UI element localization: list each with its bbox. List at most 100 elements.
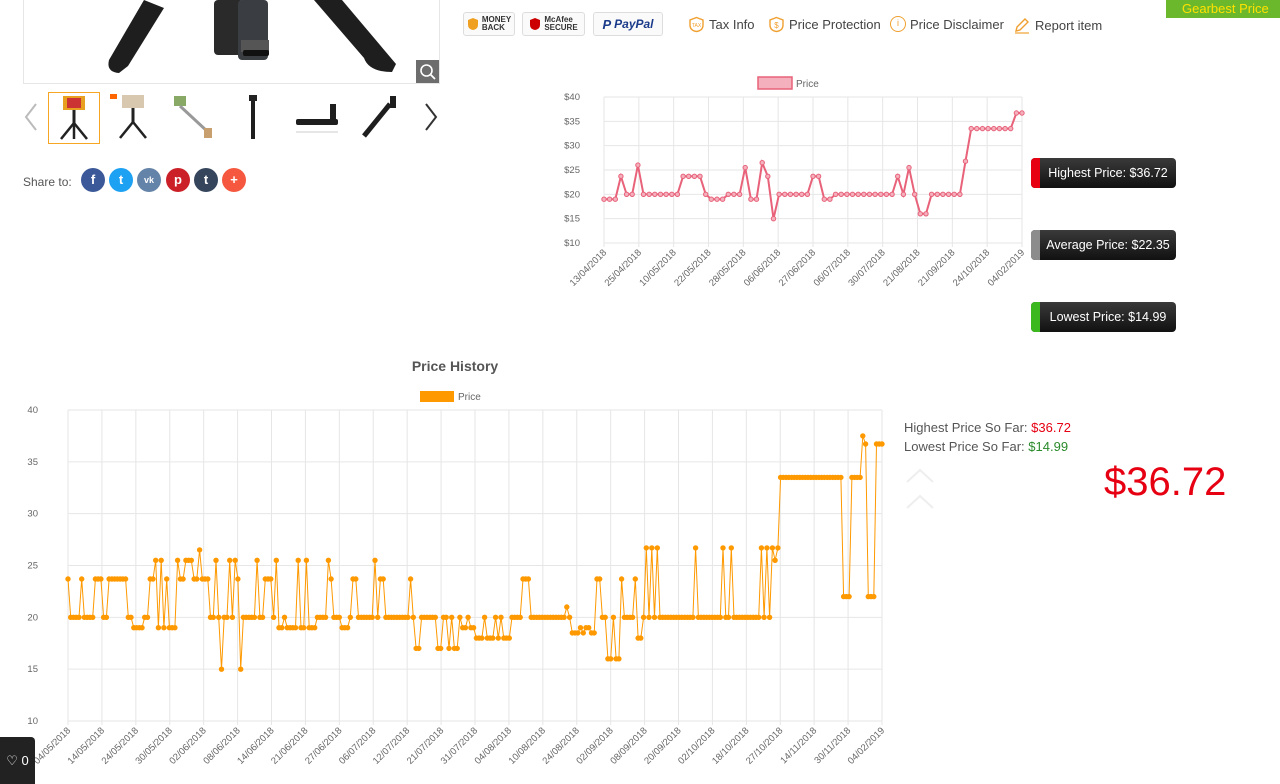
data-point	[432, 614, 438, 620]
data-point	[736, 191, 743, 198]
data-point	[470, 625, 477, 631]
data-point	[279, 625, 285, 631]
data-point	[787, 191, 794, 198]
data-point	[216, 614, 222, 620]
data-point	[416, 645, 422, 652]
data-point	[139, 625, 145, 631]
lowest-price-pill: Lowest Price: $14.99	[1031, 302, 1176, 332]
average-stripe	[1031, 230, 1040, 260]
data-point	[610, 614, 617, 620]
data-point	[703, 191, 709, 198]
data-point	[312, 625, 318, 631]
tumblr-share-button[interactable]: t	[194, 168, 218, 192]
heart-icon: ♡	[6, 753, 18, 768]
y-tick-label: $10	[564, 238, 580, 249]
data-point	[861, 191, 867, 198]
thumbnail-1[interactable]	[48, 92, 100, 144]
x-axis-ticks: 13/04/201825/04/201810/05/201822/05/2018…	[568, 247, 1027, 288]
data-point	[238, 666, 244, 672]
data-point	[629, 191, 635, 198]
data-point	[606, 196, 613, 202]
data-point	[580, 630, 586, 636]
data-point	[878, 191, 884, 198]
data-point	[860, 433, 866, 439]
zoom-button[interactable]	[416, 60, 439, 83]
data-point	[336, 614, 342, 620]
data-point	[775, 545, 781, 551]
data-point	[251, 614, 258, 620]
mcafee-line-2: SECURE	[544, 23, 578, 32]
data-point	[213, 557, 219, 564]
price-protection-link[interactable]: $ Price Protection	[768, 16, 881, 33]
shield-icon	[467, 18, 478, 30]
data-point	[862, 441, 869, 447]
data-point	[821, 196, 827, 202]
data-point	[353, 576, 359, 582]
data-point	[646, 191, 652, 198]
data-point	[770, 216, 777, 222]
data-point	[855, 191, 861, 198]
report-item-link[interactable]: Report item	[1013, 16, 1102, 34]
x-axis-ticks: 04/05/201814/05/201824/05/201830/05/2018…	[32, 725, 887, 766]
data-point	[772, 557, 778, 564]
share-label: Share to:	[23, 175, 72, 189]
data-point	[616, 656, 622, 662]
chart-title: Price History	[412, 358, 499, 374]
thumbnail-3[interactable]	[168, 92, 220, 144]
twitter-share-button[interactable]: t	[109, 168, 133, 192]
data-point	[917, 211, 923, 217]
data-point	[714, 196, 720, 202]
data-point	[328, 576, 334, 582]
data-point	[303, 557, 310, 564]
thumbnail-4[interactable]	[228, 92, 280, 144]
wishlist-button[interactable]: ♡ 0	[0, 737, 35, 784]
data-point	[103, 614, 110, 620]
data-point	[438, 645, 444, 652]
chart-grid	[67, 409, 883, 725]
data-point	[872, 191, 878, 198]
data-point	[612, 196, 618, 202]
thumbnail-image	[249, 95, 257, 139]
product-main-image[interactable]	[23, 0, 440, 84]
vk-share-button[interactable]: vk	[137, 168, 161, 192]
gearbest-price-button[interactable]: Gearbest Price	[1166, 0, 1280, 18]
current-price: $36.72	[1104, 460, 1227, 504]
data-point	[879, 441, 885, 447]
data-point	[498, 614, 504, 620]
price-disclaimer-link[interactable]: i Price Disclaimer	[890, 16, 1004, 32]
mcafee-line-1: McAfee	[544, 15, 573, 24]
thumbnail-2[interactable]	[108, 92, 160, 144]
chevron-up-icon	[906, 468, 934, 483]
data-point	[232, 557, 238, 564]
legend-label: Price	[458, 392, 481, 403]
data-point	[270, 614, 277, 620]
tax-info-link[interactable]: TAX Tax Info	[688, 16, 755, 33]
thumbnail-next-arrow[interactable]	[422, 102, 440, 132]
facebook-share-button[interactable]: f	[81, 168, 105, 192]
data-point	[669, 191, 675, 198]
thumbnail-prev-arrow[interactable]	[22, 102, 40, 132]
data-point	[945, 191, 952, 198]
wishlist-count: 0	[21, 753, 29, 768]
data-point	[375, 614, 381, 620]
data-point	[164, 576, 170, 582]
data-point	[640, 191, 647, 198]
data-point	[991, 125, 997, 132]
data-point	[196, 547, 203, 553]
data-point	[649, 545, 655, 551]
more-share-button[interactable]: +	[222, 168, 246, 192]
data-point	[281, 614, 288, 620]
pinterest-share-button[interactable]: p	[166, 168, 190, 192]
thumbnail-5[interactable]	[292, 92, 344, 144]
pencil-icon	[1015, 18, 1029, 34]
y-tick-label: $15	[564, 214, 580, 225]
price-disclaimer-label: Price Disclaimer	[910, 16, 1004, 32]
data-point	[657, 191, 664, 198]
data-point	[815, 173, 822, 180]
scroll-up-chevron[interactable]	[905, 466, 935, 486]
thumbnail-6[interactable]	[354, 92, 406, 144]
data-point	[495, 635, 501, 641]
scroll-up-chevron-2[interactable]	[905, 492, 935, 512]
data-point	[934, 191, 940, 198]
highest-so-far-row: Highest Price So Far: $36.72	[904, 418, 1071, 437]
